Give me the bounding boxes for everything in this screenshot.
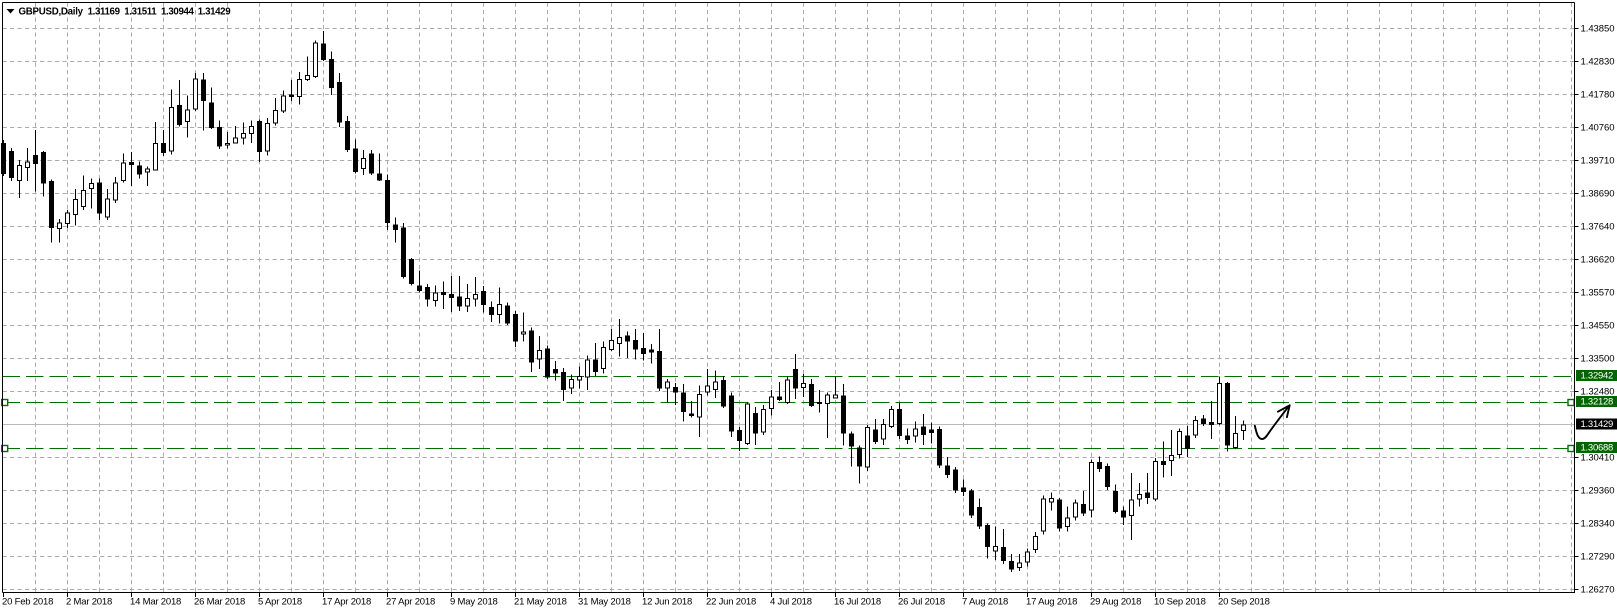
svg-text:1.26270: 1.26270 — [1581, 585, 1615, 596]
svg-text:12 Jun 2018: 12 Jun 2018 — [642, 597, 692, 608]
svg-text:10 Sep 2018: 10 Sep 2018 — [1154, 597, 1206, 608]
svg-text:1.36620: 1.36620 — [1581, 255, 1615, 266]
svg-text:20 Feb 2018: 20 Feb 2018 — [2, 597, 53, 608]
svg-text:7 Aug 2018: 7 Aug 2018 — [962, 597, 1008, 608]
svg-text:1.33500: 1.33500 — [1581, 354, 1615, 365]
svg-text:22 Jun 2018: 22 Jun 2018 — [706, 597, 756, 608]
svg-text:1.30410: 1.30410 — [1581, 453, 1615, 464]
svg-text:1.32480: 1.32480 — [1581, 387, 1615, 398]
svg-text:17 Aug 2018: 17 Aug 2018 — [1026, 597, 1077, 608]
svg-text:1.27290: 1.27290 — [1581, 552, 1615, 563]
svg-text:26 Jul 2018: 26 Jul 2018 — [898, 597, 945, 608]
svg-text:GBPUSD,Daily: GBPUSD,Daily — [19, 7, 84, 18]
svg-text:31 May 2018: 31 May 2018 — [578, 597, 631, 608]
svg-text:1.43850: 1.43850 — [1581, 24, 1615, 35]
svg-text:17 Apr 2018: 17 Apr 2018 — [322, 597, 371, 608]
svg-text:1.31169: 1.31169 — [88, 7, 121, 18]
svg-text:1.29360: 1.29360 — [1581, 486, 1615, 497]
svg-text:1.32128: 1.32128 — [1581, 397, 1614, 408]
svg-text:1.30688: 1.30688 — [1581, 443, 1614, 454]
svg-text:1.38690: 1.38690 — [1581, 189, 1615, 200]
svg-text:1.40760: 1.40760 — [1581, 123, 1615, 134]
svg-text:1.34550: 1.34550 — [1581, 321, 1615, 332]
svg-text:27 Apr 2018: 27 Apr 2018 — [386, 597, 435, 608]
svg-text:1.42830: 1.42830 — [1581, 57, 1615, 68]
svg-text:1.37640: 1.37640 — [1581, 222, 1615, 233]
svg-text:1.31429: 1.31429 — [1581, 419, 1614, 430]
svg-text:20 Sep 2018: 20 Sep 2018 — [1218, 597, 1270, 608]
svg-text:29 Aug 2018: 29 Aug 2018 — [1090, 597, 1141, 608]
svg-text:1.30944: 1.30944 — [161, 7, 195, 18]
svg-text:21 May 2018: 21 May 2018 — [514, 597, 567, 608]
svg-text:1.41780: 1.41780 — [1581, 90, 1615, 101]
svg-text:1.31511: 1.31511 — [124, 7, 157, 18]
svg-text:9 May 2018: 9 May 2018 — [450, 597, 498, 608]
svg-text:2 Mar 2018: 2 Mar 2018 — [66, 597, 112, 608]
svg-text:4 Jul 2018: 4 Jul 2018 — [770, 597, 812, 608]
svg-text:5 Apr 2018: 5 Apr 2018 — [258, 597, 302, 608]
svg-text:16 Jul 2018: 16 Jul 2018 — [834, 597, 881, 608]
svg-text:1.35570: 1.35570 — [1581, 288, 1615, 299]
svg-text:14 Mar 2018: 14 Mar 2018 — [130, 597, 181, 608]
svg-text:1.39710: 1.39710 — [1581, 156, 1615, 167]
svg-text:26 Mar 2018: 26 Mar 2018 — [194, 597, 245, 608]
svg-text:1.31429: 1.31429 — [198, 7, 232, 18]
svg-text:1.28340: 1.28340 — [1581, 519, 1615, 530]
svg-text:1.32942: 1.32942 — [1581, 371, 1614, 382]
